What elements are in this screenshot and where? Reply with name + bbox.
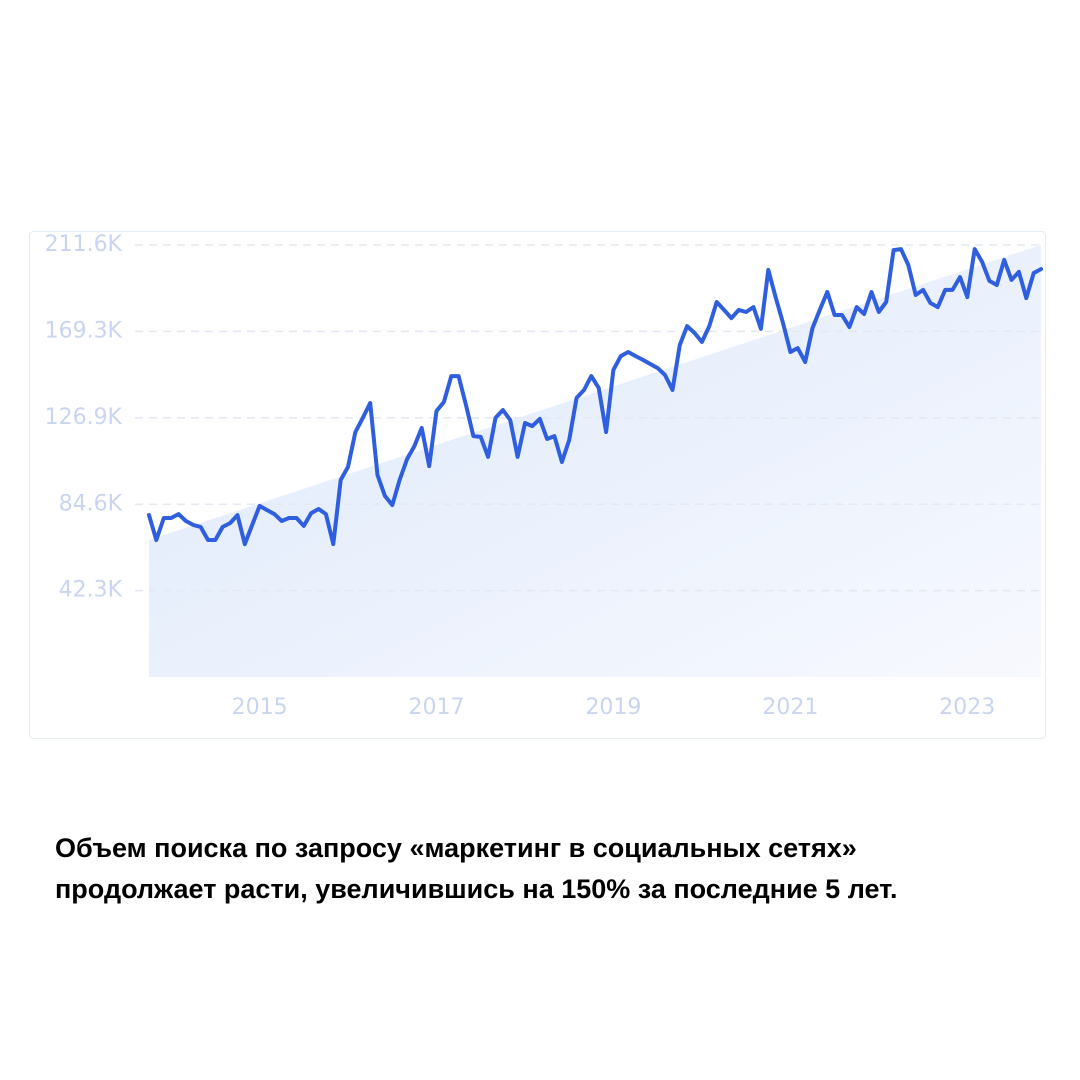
x-tick-label: 2017 (409, 695, 465, 720)
y-tick-label: 126.9K (45, 405, 123, 430)
y-tick-label: 211.6K (45, 232, 123, 257)
y-tick-label: 42.3K (59, 578, 123, 603)
x-tick-label: 2021 (762, 695, 818, 720)
y-tick-label: 84.6K (59, 491, 123, 516)
caption-line: Объем поиска по запросу «маркетинг в соц… (55, 833, 857, 863)
x-tick-label: 2015 (232, 695, 288, 720)
y-tick-label: 169.3K (45, 318, 123, 343)
x-tick-label: 2019 (585, 695, 641, 720)
line (147, 247, 1043, 547)
trend-shade (149, 245, 1041, 677)
caption-line: продолжает расти, увеличившись на 150% з… (55, 874, 898, 904)
x-tick-label: 2023 (939, 695, 995, 720)
